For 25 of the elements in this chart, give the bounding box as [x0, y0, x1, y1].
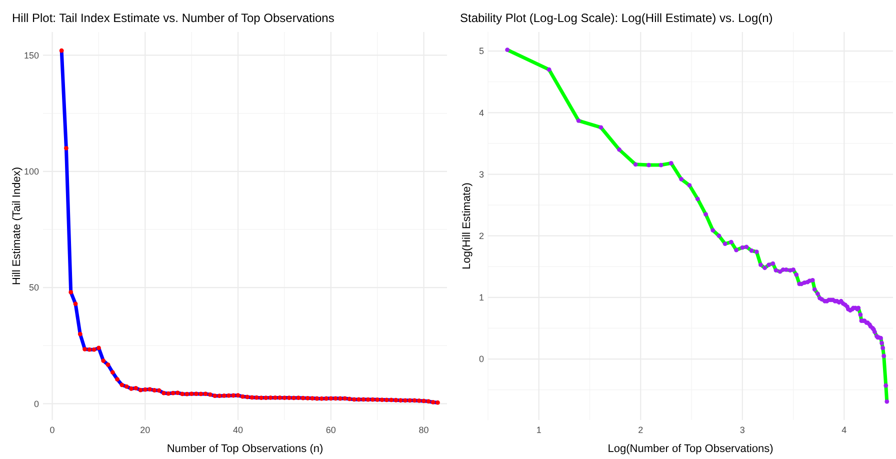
x-tick-label: 4 — [842, 425, 847, 435]
x-axis-title: Number of Top Observations (n) — [166, 443, 324, 455]
x-tick-label: 3 — [740, 425, 745, 435]
x-tick-label: 80 — [418, 425, 429, 435]
chart-title: Hill Plot: Tail Index Estimate vs. Number of Top Observations — [12, 11, 334, 25]
x-tick-label: 40 — [233, 425, 244, 435]
x-tick-label: 60 — [326, 425, 336, 435]
x-tick-label: 1 — [536, 425, 542, 435]
y-tick-label: 4 — [478, 108, 484, 118]
y-tick-label: 100 — [24, 166, 39, 177]
x-tick-label: 20 — [140, 425, 150, 435]
y-tick-label: 50 — [28, 282, 39, 293]
x-tick-label: 2 — [638, 425, 644, 435]
y-tick-label: 3 — [478, 169, 484, 180]
y-tick-label: 150 — [24, 50, 39, 60]
y-tick-label: 5 — [478, 46, 484, 56]
chart-title: Stability Plot (Log-Log Scale): Log(Hill Estimate) vs. Log(n) — [460, 11, 773, 25]
y-axis-title: Hill Estimate (Tail Index) — [11, 167, 23, 285]
y-tick-label: 2 — [478, 231, 484, 242]
y-tick-label: 0 — [478, 354, 484, 364]
x-tick-label: 0 — [50, 425, 55, 435]
y-tick-label: 1 — [478, 292, 484, 303]
x-axis-title: Log(Number of Top Observations) — [608, 443, 774, 455]
y-tick-label: 0 — [34, 398, 39, 409]
y-axis-title: Log(Hill Estimate) — [461, 182, 473, 270]
